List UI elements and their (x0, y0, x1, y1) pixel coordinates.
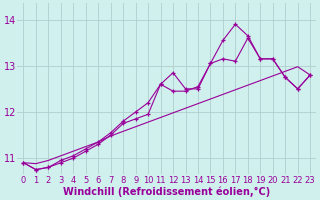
X-axis label: Windchill (Refroidissement éolien,°C): Windchill (Refroidissement éolien,°C) (63, 186, 270, 197)
